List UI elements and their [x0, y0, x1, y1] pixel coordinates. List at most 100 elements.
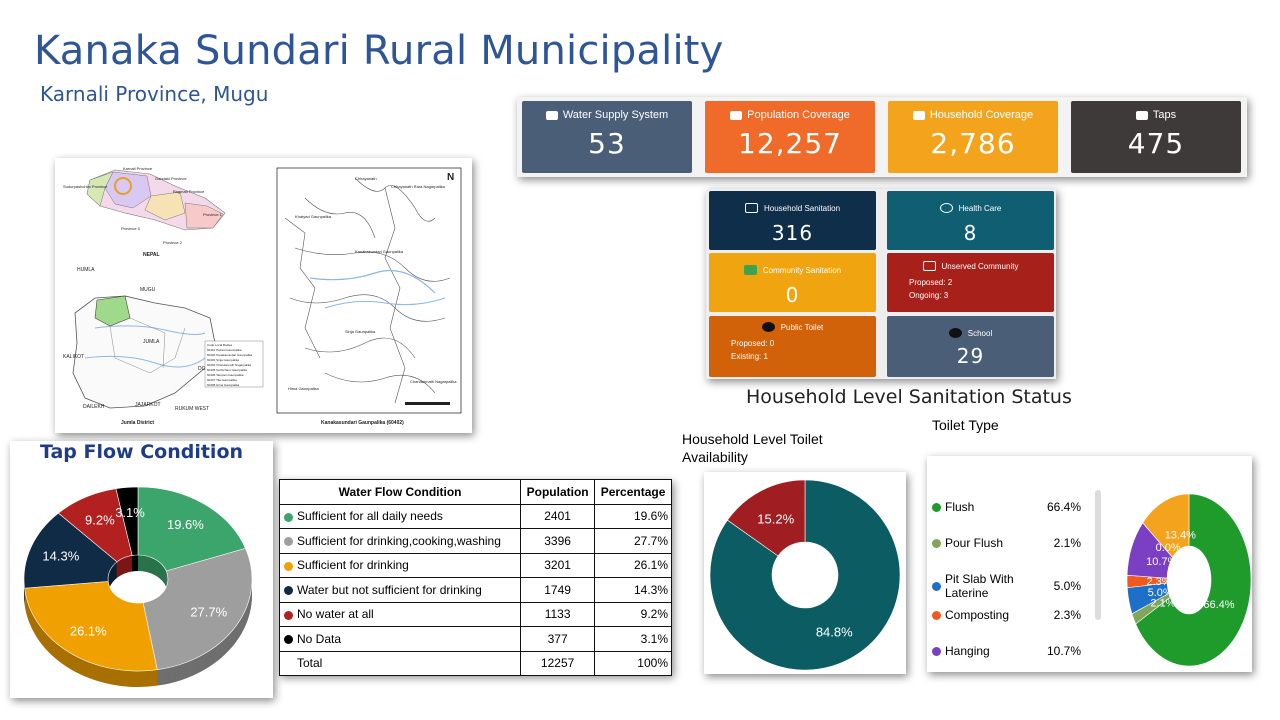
table-row: Sufficient for drinking,cooking,washing …: [278, 528, 672, 554]
kpi-label: Population Coverage: [747, 109, 850, 121]
water-flow-table-grid: Water Flow Condition Population Percenta…: [278, 479, 672, 676]
map-label-rukum: RUKUM WEST: [175, 406, 209, 412]
health-icon: [939, 203, 953, 213]
kpi-label: Water Supply System: [562, 109, 669, 121]
kpi-taps[interactable]: Taps 475: [1071, 101, 1241, 173]
table-cell: 2401: [520, 503, 596, 529]
pie-slice[interactable]: [142, 548, 253, 671]
map-label-sudur: Sudurpashchim Province: [63, 184, 108, 189]
table-row: No Data 377 3.1%: [278, 626, 672, 652]
table-cell: 100%: [594, 650, 672, 676]
pie-slice[interactable]: [1135, 493, 1252, 667]
sanitation-tiles: Household Sanitation 316 Health Care 8 C…: [706, 189, 1056, 379]
tile-ongoing: Ongoing: 3: [909, 291, 949, 300]
map-label-jumla: JUMLA: [143, 339, 160, 345]
tile-proposed: Proposed: 2: [909, 278, 953, 287]
tile-household-sanitation[interactable]: Household Sanitation 316: [709, 191, 876, 250]
table-cell: 3.1%: [594, 626, 672, 652]
legend-item-flush[interactable]: Flush 66.4%: [931, 500, 1081, 514]
table-cell: 3396: [520, 528, 596, 554]
tile-value: 8: [963, 221, 978, 245]
pie-data-label: 19.6%: [167, 517, 204, 532]
north-arrow-icon: N: [447, 172, 454, 183]
kpi-value: 12,257: [738, 127, 842, 160]
pie-slice[interactable]: [23, 512, 118, 589]
toilet-type-title: Toilet Type: [928, 417, 1008, 439]
pie-data-label: 2.3%: [1147, 576, 1172, 588]
tile-unserved-community[interactable]: Unserved Community Proposed: 2 Ongoing: …: [887, 253, 1054, 312]
map-legend-row: 60405 Guthichaur Gaunpalika: [207, 368, 247, 372]
table-cell: 9.2%: [594, 601, 672, 627]
map-label-hima: Hima Gaunpalika: [288, 386, 319, 391]
legend-name: Hanging: [945, 644, 990, 658]
legend-item-hanging[interactable]: Hanging 10.7%: [931, 644, 1081, 658]
pie-slice[interactable]: [709, 479, 901, 671]
map-label-jumla-district: Jumla District: [121, 420, 154, 426]
legend-dot-icon: [932, 538, 941, 548]
pie-slice[interactable]: [727, 479, 806, 557]
pie-data-label: 15.2%: [757, 511, 794, 526]
page-subtitle: Karnali Province, Mugu: [40, 82, 269, 106]
home-icon: [912, 110, 925, 120]
table-total-row: Total 12257 100%: [278, 650, 672, 676]
pie-data-label: 3.1%: [115, 505, 145, 520]
pie-data-label: 10.7%: [1146, 556, 1177, 568]
legend-scrollbar[interactable]: [1095, 490, 1101, 620]
page-title: Kanaka Sundari Rural Municipality: [34, 28, 724, 74]
tap-icon: [1135, 110, 1148, 120]
map-label-chhayanath: Chhayanath: [355, 176, 377, 181]
table-cell: No Data: [297, 631, 342, 646]
legend-value: 2.1%: [1053, 536, 1081, 550]
pie-data-label: 26.1%: [70, 624, 107, 639]
tile-public-toilet[interactable]: Public Toilet Proposed: 0 Existing: 1: [709, 316, 876, 377]
map-label-khatyad: Khatyad Gaunpalika: [295, 214, 332, 219]
tile-proposed: Proposed: 0: [731, 339, 775, 348]
pie-slice[interactable]: [1142, 493, 1190, 558]
map-label-jajarkot: JAJARKOT: [135, 402, 161, 408]
table-cell: 26.1%: [594, 552, 672, 578]
legend-item-pour-flush[interactable]: Pour Flush 2.1%: [931, 536, 1081, 550]
table-row: Sufficient for all daily needs 2401 19.6…: [278, 503, 672, 529]
pie-slice[interactable]: [137, 486, 246, 572]
map-legend-row: 60407 Tila Gaunpalika: [207, 378, 237, 382]
map-legend-row: 60401 Patrasi Gaunpalika: [207, 348, 242, 352]
tile-label: Public Toilet: [780, 322, 824, 332]
tile-label: Health Care: [958, 203, 1002, 213]
pie-slice[interactable]: [24, 581, 158, 672]
tile-community-sanitation[interactable]: Community Sanitation 0: [709, 253, 876, 312]
legend-dot-icon: [284, 512, 293, 522]
map-label-dailekh: DAILEKH: [83, 404, 105, 410]
legend-dot-icon: [932, 610, 941, 620]
table-row: Water but not sufficient for drinking 17…: [278, 577, 672, 603]
pie-data-label: 14.3%: [42, 548, 79, 563]
kpi-value: 475: [1127, 127, 1185, 160]
legend-name: Pit Slab With Laterine: [945, 572, 1014, 600]
map-legend-row: Code Local Bodies: [207, 343, 233, 347]
kpi-population-coverage[interactable]: Population Coverage 12,257: [705, 101, 875, 173]
kpi-household-coverage[interactable]: Household Coverage 2,786: [888, 101, 1058, 173]
kpi-water-supply-system[interactable]: Water Supply System 53: [522, 101, 692, 173]
legend-dot-icon: [932, 581, 941, 591]
pie-data-label: 5.0%: [1148, 587, 1173, 599]
table-header: Population: [520, 479, 596, 505]
tile-label: School: [967, 328, 993, 338]
toilet-availability-title: Household Level Toilet Availability: [678, 430, 844, 470]
table-cell: 14.3%: [594, 577, 672, 603]
table-row: Sufficient for drinking 3201 26.1%: [278, 552, 672, 578]
table-cell: 12257: [520, 650, 596, 676]
kpi-strip: Water Supply System 53 Population Covera…: [517, 97, 1247, 177]
map-label-nepal: NEPAL: [143, 252, 160, 258]
legend-item-composting[interactable]: Composting 2.3%: [931, 608, 1081, 622]
tile-value: 316: [771, 221, 814, 245]
map-label-dolpa: DOL: [198, 366, 209, 372]
legend-name: Flush: [945, 500, 975, 514]
tile-school[interactable]: School 29: [887, 316, 1054, 377]
kpi-label: Household Coverage: [929, 109, 1034, 121]
legend-item-pit-slab[interactable]: Pit Slab With Laterine 5.0%: [931, 572, 1081, 600]
pie-slice[interactable]: [115, 486, 139, 556]
tile-health-care[interactable]: Health Care 8: [887, 191, 1054, 250]
tap-flow-title: Tap Flow Condition: [39, 441, 244, 463]
map-label-gandaki: Gandaki Province: [155, 176, 187, 181]
map-legend: Code Local Bodies 60401 Patrasi Gaunpali…: [204, 340, 264, 388]
tile-label: Unserved Community: [941, 261, 1019, 271]
